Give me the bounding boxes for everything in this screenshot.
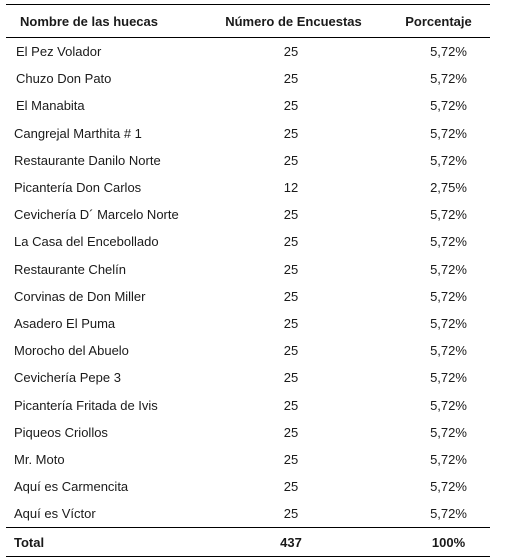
header-count: Número de Encuestas bbox=[206, 4, 373, 38]
table-row: Chuzo Don Pato 25 5,72% bbox=[6, 65, 490, 92]
cell-count: 25 bbox=[206, 500, 373, 529]
cell-name: Corvinas de Don Miller bbox=[14, 288, 146, 304]
header-row: Nombre de las huecas Número de Encuestas… bbox=[6, 4, 490, 38]
survey-table: Nombre de las huecas Número de Encuestas… bbox=[6, 4, 490, 557]
survey-table-container: Nombre de las huecas Número de Encuestas… bbox=[6, 4, 490, 557]
cell-name: Aquí es Carmencita bbox=[14, 479, 129, 495]
table-row: Restaurante Chelín 25 5,72% bbox=[6, 256, 490, 283]
cell-percent: 5,72% bbox=[430, 424, 467, 440]
header-name: Nombre de las huecas bbox=[6, 4, 206, 38]
cell-name: Chuzo Don Pato bbox=[16, 71, 112, 87]
table-row: Asadero El Puma 25 5,72% bbox=[6, 310, 490, 337]
cell-count: 25 bbox=[283, 315, 299, 331]
cell-count: 25 bbox=[283, 397, 299, 413]
cell-count: 25 bbox=[283, 152, 299, 168]
table-row: Cangrejal Marthita # 1 25 5,72% bbox=[6, 120, 490, 147]
cell-count: 12 bbox=[283, 180, 299, 196]
table-row: Picantería Don Carlos 12 2,75% bbox=[6, 174, 490, 201]
cell-name: Picantería Don Carlos bbox=[14, 180, 142, 196]
total-percent: 100% bbox=[373, 527, 490, 557]
cell-percent: 5,72% bbox=[430, 44, 467, 60]
table-header: Nombre de las huecas Número de Encuestas… bbox=[6, 4, 490, 38]
cell-percent: 5,72% bbox=[430, 370, 467, 386]
cell-name: Morocho del Abuelo bbox=[14, 343, 129, 359]
cell-count: 25 bbox=[283, 125, 299, 141]
cell-name: El Manabita bbox=[16, 98, 85, 114]
table-row: Aquí es Carmencita 25 5,72% bbox=[6, 473, 490, 500]
cell-count: 25 bbox=[283, 44, 299, 60]
cell-count: 25 bbox=[283, 424, 299, 440]
cell-percent: 2,75% bbox=[430, 180, 467, 196]
cell-name: El Pez Volador bbox=[16, 44, 102, 60]
table-row: Morocho del Abuelo 25 5,72% bbox=[6, 337, 490, 364]
cell-percent: 5,72% bbox=[430, 234, 467, 250]
cell-name: Asadero El Puma bbox=[14, 315, 116, 331]
cell-name: La Casa del Encebollado bbox=[14, 234, 159, 250]
cell-count: 25 bbox=[283, 261, 299, 277]
cell-name: Mr. Moto bbox=[14, 451, 65, 467]
cell-count: 25 bbox=[283, 288, 299, 304]
table-row: Aquí es Víctor 25 5,72% bbox=[6, 500, 490, 529]
cell-percent: 5,72% bbox=[430, 207, 467, 223]
cell-percent: 5,72% bbox=[373, 500, 490, 529]
total-row: Total 437 100% bbox=[6, 527, 490, 557]
cell-name: Picantería Fritada de Ivis bbox=[14, 397, 158, 413]
table-row: Picantería Fritada de Ivis 25 5,72% bbox=[6, 391, 490, 418]
table-row: Cevichería D´ Marcelo Norte 25 5,72% bbox=[6, 201, 490, 228]
cell-percent: 5,72% bbox=[430, 343, 467, 359]
cell-count: 25 bbox=[283, 98, 299, 114]
cell-percent: 5,72% bbox=[430, 479, 467, 495]
cell-percent: 5,72% bbox=[430, 451, 467, 467]
total-count: 437 bbox=[206, 527, 373, 557]
cell-name: Cevichería D´ Marcelo Norte bbox=[14, 207, 179, 223]
cell-count: 25 bbox=[283, 370, 299, 386]
header-percent: Porcentaje bbox=[373, 4, 490, 38]
cell-count: 25 bbox=[283, 207, 299, 223]
cell-percent: 5,72% bbox=[430, 71, 467, 87]
table-row: La Casa del Encebollado 25 5,72% bbox=[6, 228, 490, 255]
cell-count: 25 bbox=[283, 234, 299, 250]
cell-count: 25 bbox=[283, 451, 299, 467]
cell-name: Restaurante Chelín bbox=[14, 261, 127, 277]
cell-percent: 5,72% bbox=[430, 288, 467, 304]
cell-count: 25 bbox=[283, 343, 299, 359]
total-label: Total bbox=[6, 527, 206, 557]
table-body: El Pez Volador 25 5,72% Chuzo Don Pato 2… bbox=[6, 38, 490, 557]
table-row: Restaurante Danilo Norte 25 5,72% bbox=[6, 147, 490, 174]
table-row: Piqueos Criollos 25 5,72% bbox=[6, 419, 490, 446]
cell-percent: 5,72% bbox=[430, 315, 467, 331]
cell-count: 25 bbox=[283, 71, 299, 87]
cell-name: Aquí es Víctor bbox=[6, 500, 206, 529]
table-row: El Pez Volador 25 5,72% bbox=[6, 38, 490, 66]
cell-percent: 5,72% bbox=[430, 125, 467, 141]
cell-percent: 5,72% bbox=[430, 397, 467, 413]
cell-percent: 5,72% bbox=[430, 152, 467, 168]
table-row: Corvinas de Don Miller 25 5,72% bbox=[6, 283, 490, 310]
cell-name: Cangrejal Marthita # 1 bbox=[14, 125, 142, 141]
cell-name: Restaurante Danilo Norte bbox=[14, 152, 161, 168]
cell-percent: 5,72% bbox=[430, 98, 467, 114]
table-row: Cevichería Pepe 3 25 5,72% bbox=[6, 364, 490, 391]
cell-name: Cevichería Pepe 3 bbox=[14, 370, 121, 386]
cell-count: 25 bbox=[283, 479, 299, 495]
cell-percent: 5,72% bbox=[430, 261, 467, 277]
table-row: El Manabita 25 5,72% bbox=[6, 92, 490, 119]
table-row: Mr. Moto 25 5,72% bbox=[6, 446, 490, 473]
cell-name: Piqueos Criollos bbox=[14, 424, 108, 440]
